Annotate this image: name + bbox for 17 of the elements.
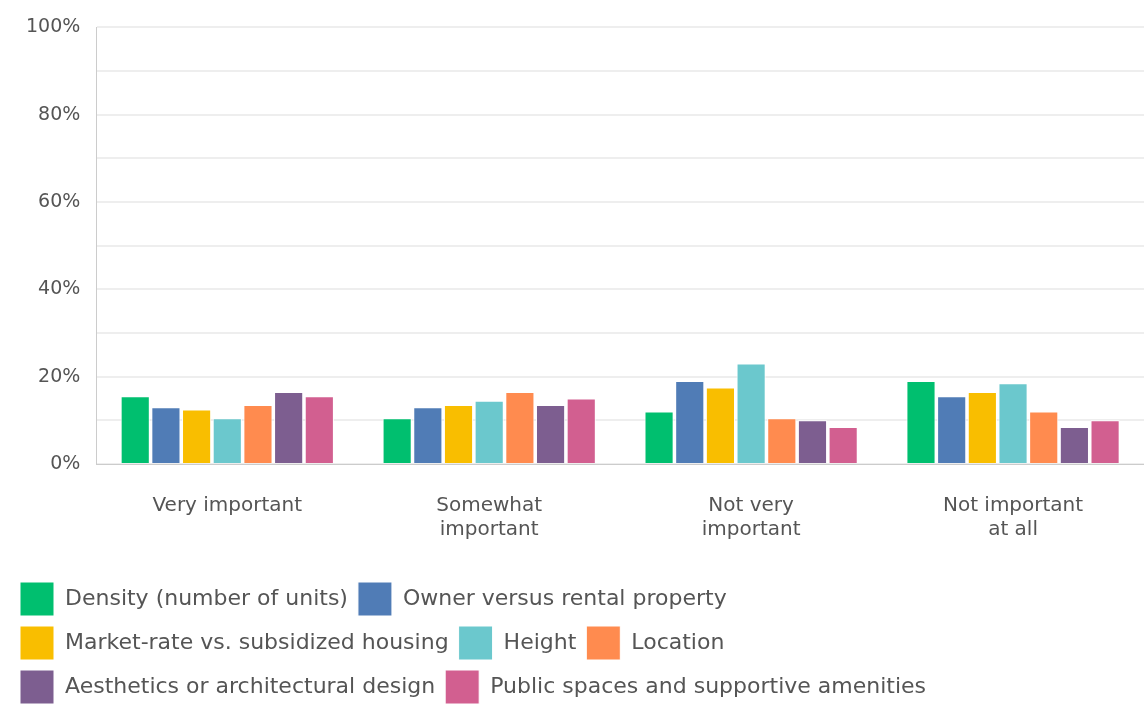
y-tick-label: 0%: [50, 450, 81, 473]
x-tick-label: Very important: [152, 492, 303, 517]
y-tick-label: 100%: [25, 14, 81, 37]
x-tick-label: Not important at all: [942, 492, 1084, 541]
x-tick-label: Somewhat important: [436, 492, 543, 541]
legend-label: Location: [631, 628, 725, 654]
legend-label: Market-rate vs. subsidized housing: [65, 628, 449, 654]
y-tick-label: 40%: [38, 276, 81, 299]
x-tick-label: Not very important: [701, 492, 801, 541]
y-tick-label: 20%: [38, 363, 81, 386]
legend-label: Aesthetics or architectural design: [65, 672, 436, 698]
legend-label: Public spaces and supportive amenities: [490, 672, 927, 698]
legend-label: Height: [503, 628, 577, 654]
y-tick-label: 60%: [38, 188, 81, 211]
legend-label: Density (number of units): [65, 584, 348, 610]
legend-label: Owner versus rental property: [402, 584, 727, 610]
y-tick-label: 80%: [38, 101, 81, 124]
